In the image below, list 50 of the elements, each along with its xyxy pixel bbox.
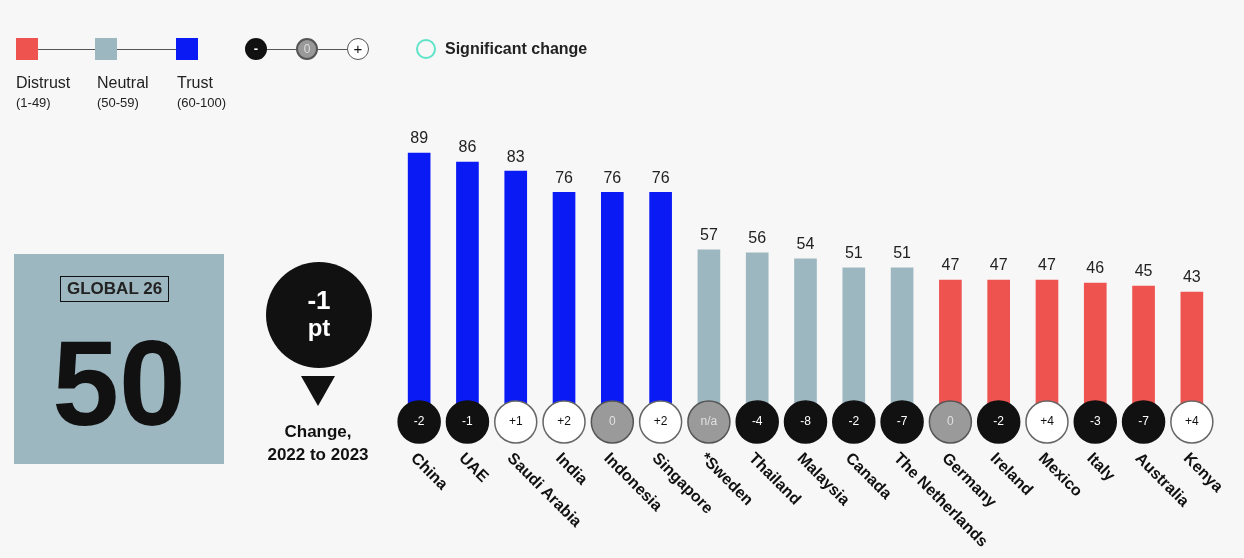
text: 0	[296, 38, 318, 60]
data-label: 54	[796, 235, 815, 253]
annotation: +1	[508, 414, 523, 429]
annotation: +2	[557, 414, 572, 429]
data-label: 46	[1086, 259, 1105, 277]
text: (60-100)	[177, 95, 227, 110]
annotation: -7	[1138, 414, 1150, 429]
annotation: -7	[896, 414, 908, 429]
text: Change,	[283, 422, 353, 442]
text: -	[245, 38, 267, 60]
annotation: -8	[800, 414, 812, 429]
text: (50-59)	[97, 95, 139, 110]
annotation: -1	[462, 414, 474, 429]
text: 50	[51, 316, 187, 450]
text: +	[347, 38, 369, 60]
data-label: 43	[1182, 268, 1201, 286]
annotation: -4	[751, 414, 763, 429]
data-label: 47	[941, 256, 960, 274]
annotation: 0	[608, 414, 616, 429]
annotation: n/a	[700, 414, 718, 429]
data-label: 47	[1038, 256, 1056, 274]
data-label: 51	[893, 244, 912, 262]
data-label: 83	[506, 147, 525, 165]
text: -1	[306, 285, 332, 316]
text: Significant change	[445, 40, 588, 58]
annotation: +4	[1040, 414, 1055, 429]
annotation: +4	[1185, 414, 1200, 429]
text: Neutral	[97, 74, 149, 92]
text: Distrust	[16, 74, 71, 92]
data-label: 76	[555, 168, 574, 186]
data-label: 89	[410, 129, 429, 147]
text: 2022 to 2023	[266, 445, 370, 465]
annotation: 0	[947, 414, 955, 429]
data-label: 76	[651, 168, 670, 186]
data-label: 51	[844, 244, 863, 262]
data-label: 56	[748, 229, 767, 247]
annotation: +2	[653, 414, 668, 429]
data-label: 47	[989, 256, 1008, 274]
text: GLOBAL 26	[60, 276, 170, 302]
data-label: 45	[1134, 262, 1153, 280]
annotation: -3	[1089, 414, 1101, 429]
annotation: -2	[413, 414, 425, 429]
data-label: 86	[458, 138, 477, 156]
text: pt	[306, 314, 332, 342]
text: Trust	[177, 74, 213, 92]
data-label: 76	[603, 168, 622, 186]
annotation: -2	[848, 414, 860, 429]
annotation: -2	[993, 414, 1005, 429]
text: (1-49)	[16, 95, 51, 110]
data-label: 57	[700, 226, 718, 244]
